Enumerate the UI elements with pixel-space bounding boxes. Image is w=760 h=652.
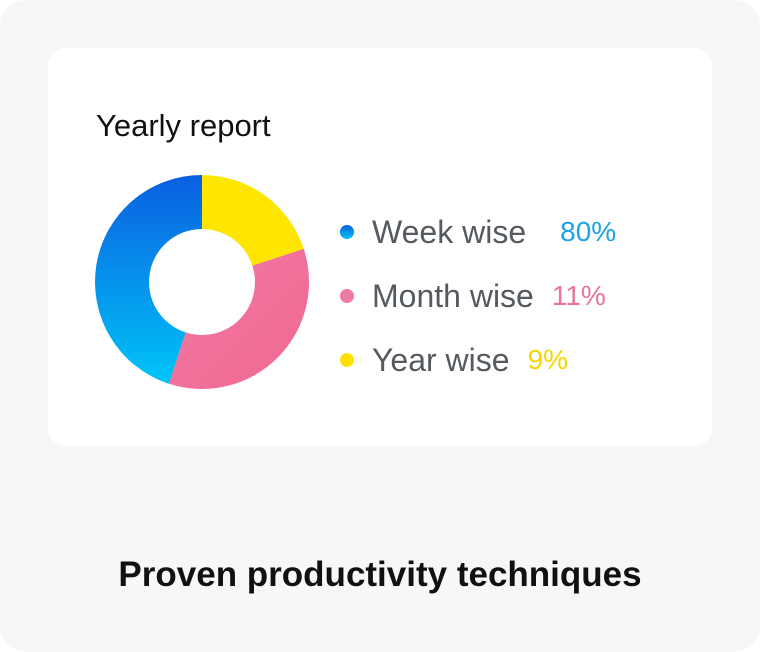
legend-value: 80% <box>560 216 617 247</box>
legend-item-week: Week wise 80% <box>340 200 616 264</box>
chart-title: Yearly report <box>96 108 271 143</box>
donut-slice-week-wise <box>95 175 202 384</box>
donut-slice-month-wise <box>168 248 309 389</box>
footer-heading: Proven productivity techniques <box>118 555 642 594</box>
donut-chart <box>95 175 309 389</box>
donut-slice-year-wise <box>202 175 304 266</box>
week-dot-icon <box>340 225 354 239</box>
year-dot-icon <box>340 353 354 367</box>
legend-value: 9% <box>527 344 569 375</box>
legend-item-month: Month wise 11% <box>340 264 616 328</box>
legend-item-year: Year wise 9% <box>340 328 616 392</box>
legend: Week wise 80% Month wise 11% Year wise 9… <box>340 200 616 392</box>
legend-label: Year wise <box>372 341 510 378</box>
legend-value: 11% <box>551 280 606 311</box>
month-dot-icon <box>340 289 354 303</box>
legend-label: Week wise <box>372 213 527 250</box>
legend-label: Month wise <box>372 277 534 314</box>
